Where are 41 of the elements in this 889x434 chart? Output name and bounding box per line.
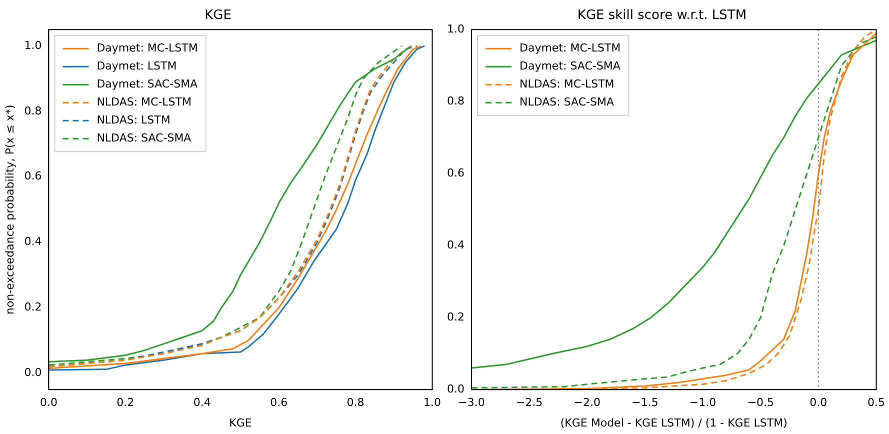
x-tick-label: −2.0	[574, 396, 600, 410]
x-tick-label: 0.5	[868, 396, 886, 410]
y-tick-label: 0.4	[24, 235, 42, 248]
x-tick-label: −1.5	[632, 396, 658, 410]
x-tick-label: 1.0	[424, 396, 442, 410]
x-tick-label: 0.8	[346, 396, 364, 410]
legend-label: Daymet: SAC-SMA	[519, 59, 621, 72]
y-tick-label: 1.0	[446, 22, 464, 36]
legend-label: NLDAS: MC-LSTM	[519, 77, 614, 90]
legend-label: NLDAS: MC-LSTM	[96, 95, 192, 108]
x-tick-label: 0.4	[193, 396, 211, 410]
y-tick-label: 0.8	[446, 94, 464, 108]
legend-label: Daymet: SAC-SMA	[96, 77, 198, 90]
chart-title: KGE	[204, 8, 232, 24]
x-tick-label: −2.5	[516, 396, 543, 410]
x-tick-label: −1.0	[689, 396, 716, 410]
y-axis-title: non-exceedance probability, P(x ≤ x*)	[3, 104, 16, 314]
x-tick-label: 0.2	[116, 396, 134, 410]
y-tick-label: 0.2	[24, 300, 42, 314]
chart-title: KGE skill score w.r.t. LSTM	[577, 8, 747, 24]
y-tick-label: 0.8	[24, 104, 42, 118]
y-tick-label: 0.0	[24, 366, 42, 380]
legend-label: NLDAS: SAC-SMA	[96, 131, 192, 144]
legend-label: Daymet: MC-LSTM	[96, 41, 198, 54]
x-axis-title: KGE	[229, 416, 252, 430]
legend-label: Daymet: MC-LSTM	[519, 41, 621, 54]
legend-label: NLDAS: LSTM	[96, 113, 170, 126]
x-tick-label: −0.5	[747, 396, 774, 410]
y-tick-label: 1.0	[24, 38, 42, 52]
y-tick-label: 0.6	[446, 166, 464, 180]
y-tick-label: 0.6	[24, 170, 42, 183]
legend-label: NLDAS: SAC-SMA	[519, 95, 614, 108]
x-tick-label: −3.0	[458, 396, 485, 410]
x-tick-label: 0.0	[810, 396, 828, 410]
y-tick-label: 0.0	[446, 382, 464, 396]
y-tick-label: 0.2	[446, 310, 464, 324]
legend-label: Daymet: LSTM	[96, 59, 177, 72]
y-tick-label: 0.4	[446, 238, 464, 252]
x-tick-label: 0.0	[40, 396, 58, 410]
x-tick-label: 0.6	[270, 396, 288, 410]
x-axis-title: (KGE Model - KGE LSTM) / (1 - KGE LSTM)	[560, 416, 788, 430]
